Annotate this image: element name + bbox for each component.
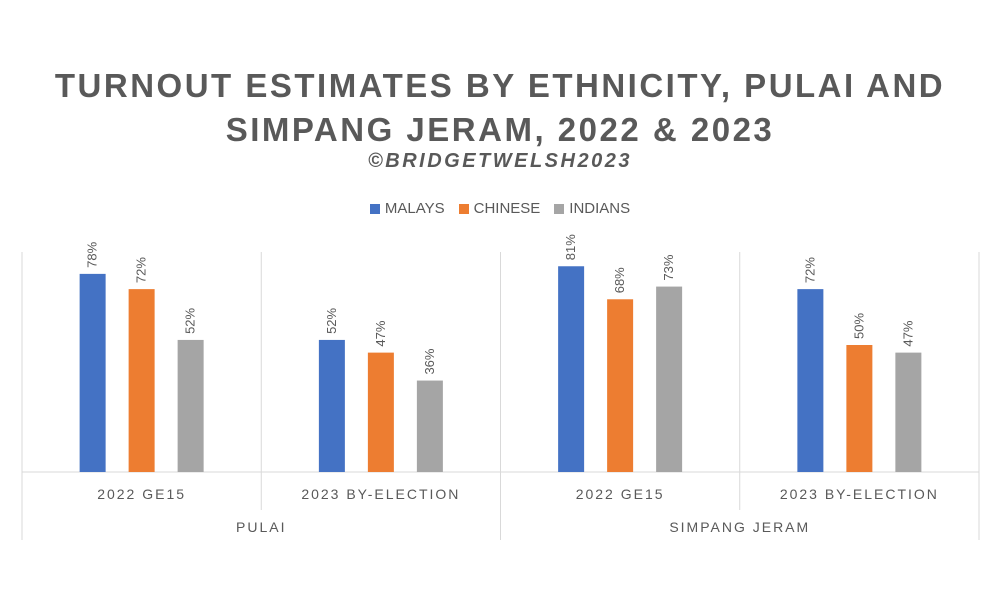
bar-chinese-0 — [128, 289, 155, 472]
category-label: 2023 BY-ELECTION — [301, 486, 460, 502]
legend: MALAYS CHINESE INDIANS — [0, 200, 1000, 217]
data-label-malays-1: 52% — [324, 307, 339, 333]
group-label: SIMPANG JERAM — [669, 519, 810, 535]
data-label-indians-3: 47% — [900, 320, 915, 346]
chart-title-line-2: SIMPANG JERAM, 2022 & 2023 — [225, 111, 775, 148]
legend-swatch-indians — [554, 203, 565, 214]
data-label-chinese-0: 72% — [134, 257, 149, 283]
bar-malays-1 — [318, 339, 345, 472]
category-label: 2022 GE15 — [576, 486, 665, 502]
bar-indians-2 — [656, 286, 683, 472]
legend-swatch-malays — [369, 203, 380, 214]
bar-chinese-3 — [846, 345, 873, 472]
data-label-chinese-3: 50% — [851, 313, 866, 339]
data-label-chinese-1: 47% — [373, 320, 388, 346]
data-label-malays-0: 78% — [85, 241, 100, 267]
category-label: 2022 GE15 — [97, 486, 186, 502]
bar-indians-3 — [895, 352, 922, 472]
bar-malays-0 — [79, 273, 106, 472]
legend-item-indians: INDIANS — [554, 200, 630, 217]
legend-swatch-chinese — [458, 203, 469, 214]
data-label-malays-3: 72% — [802, 257, 817, 283]
legend-item-malays: MALAYS — [369, 200, 445, 217]
category-label: 2023 BY-ELECTION — [780, 486, 939, 502]
data-label-indians-2: 73% — [661, 254, 676, 280]
legend-label-chinese: CHINESE — [473, 200, 541, 217]
legend-label-indians: INDIANS — [569, 200, 631, 217]
bar-indians-1 — [416, 380, 443, 472]
bar-malays-3 — [797, 289, 824, 472]
data-label-malays-2: 81% — [563, 234, 578, 260]
chart-title-line-1: TURNOUT ESTIMATES BY ETHNICITY, PULAI AN… — [54, 67, 946, 104]
legend-item-chinese: CHINESE — [458, 200, 541, 217]
legend-label-malays: MALAYS — [384, 200, 445, 217]
bar-chinese-2 — [607, 299, 634, 472]
group-label: PULAI — [236, 519, 286, 535]
data-label-chinese-2: 68% — [612, 267, 627, 293]
bar-malays-2 — [558, 266, 585, 472]
data-label-indians-0: 52% — [183, 307, 198, 333]
bar-chinese-1 — [367, 352, 394, 472]
data-label-indians-1: 36% — [422, 348, 437, 374]
chart-subtitle: ©BRIDGETWELSH2023 — [368, 150, 632, 172]
bar-indians-0 — [177, 339, 204, 472]
